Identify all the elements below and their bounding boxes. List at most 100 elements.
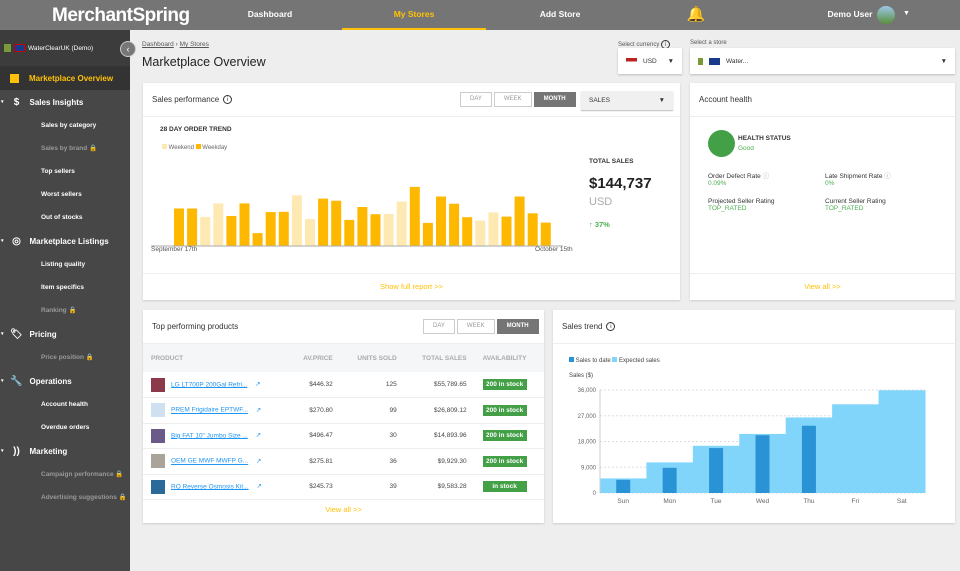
info-icon[interactable]: i [223,95,233,104]
sidebar-item[interactable]: Ranking 🔒 [0,299,130,322]
order-bar [239,203,250,246]
avatar[interactable] [877,6,895,24]
toggle-week[interactable]: WEEK [456,319,495,334]
external-link-icon[interactable]: ↗ [255,381,261,389]
toggle-day[interactable]: DAY [423,319,455,334]
order-bar [540,222,551,246]
nav-add-store[interactable]: Add Store [539,9,581,19]
sidebar-section[interactable]: ▾ ◎ Marketplace Listings [0,229,130,253]
order-bar [422,222,433,246]
external-link-icon[interactable]: ↗ [256,483,262,491]
sidebar-section[interactable]: ▾ $ Sales Insights [0,90,130,114]
sidebar-item[interactable]: Item specifics [0,276,130,299]
currency-select[interactable]: USD ▼ [618,48,682,74]
order-bar [357,207,368,246]
external-link-icon[interactable]: ↗ [255,406,262,414]
item-label: Overdue orders [41,424,90,431]
user-name[interactable]: Demo User [827,9,873,19]
total-sales: $55,789.65 [404,372,475,398]
toggle-month[interactable]: MONTH [496,319,539,334]
sidebar-section[interactable]: ▾ 🔧 Operations [0,369,130,393]
breadcrumb-dashboard[interactable]: Dashboard [142,41,174,48]
sidebar-item[interactable]: Worst sellers [0,183,130,206]
sidebar-item[interactable]: Out of stocks [0,206,130,229]
order-bar [200,216,211,246]
collapse-sidebar-button[interactable]: ‹ [120,41,136,57]
units-sold: 36 [340,448,405,475]
avg-price: $446.32 [288,372,341,398]
nav-my-stores[interactable]: My Stores [342,0,486,30]
sidebar-section[interactable]: ▾ 🏷 Pricing [0,322,130,346]
y-tick-label: 36,000 [578,388,597,394]
metric-label: Order Defect Rate [708,173,761,180]
total-sales: $9,929.30 [404,448,475,475]
sidebar-item[interactable]: Overdue orders [0,416,130,439]
metric-select[interactable]: SALES ▼ [581,91,673,110]
view-all-link[interactable]: View all >> [804,282,841,291]
sidebar-item[interactable]: Listing quality [0,253,130,276]
breadcrumb-my-stores[interactable]: My Stores [179,41,209,48]
nav-dashboard[interactable]: Dashboard [247,9,293,19]
product-link[interactable]: PREM Frigidaire EPTWF... [171,406,248,414]
sales-to-date-bar [801,425,816,493]
sidebar-item[interactable]: Price position 🔒 [0,346,130,369]
card-title: Top performing products [143,310,544,344]
order-bar [370,214,381,246]
order-bar [252,233,263,246]
metric: Current Seller Rating TOP_RATED [825,198,886,212]
show-full-report-link[interactable]: Show full report >> [380,282,443,291]
total-sales: $9,583.28 [404,474,475,500]
info-icon[interactable]: ⓘ [762,173,770,180]
uk-flag-icon [14,44,25,52]
tag-icon: 🏷 [10,328,23,340]
external-link-icon[interactable]: ↗ [255,432,262,440]
units-sold: 125 [340,372,405,398]
store-select[interactable]: Water... ▼ [690,48,955,74]
sidebar-item[interactable]: Advertising suggestions 🔒 [0,486,130,509]
store-selector[interactable]: WaterClearUK (Demo) [0,30,130,66]
metric-value: SALES [589,97,610,104]
caret-icon: ▾ [1,448,4,454]
info-icon[interactable]: ⓘ [884,173,891,180]
chart-title: 28 DAY ORDER TREND [160,126,232,133]
table-row: Big FAT 10" Jumbo Size ... ↗ $496.47 30 $14… [143,423,544,449]
product-link[interactable]: Big FAT 10" Jumbo Size ... [171,432,248,440]
order-bar [409,186,420,246]
metric-value: 0.09% [708,180,727,187]
sidebar-section[interactable]: ▾)) Marketing [0,439,130,463]
sidebar-item[interactable]: Top sellers [0,160,130,183]
view-all-link[interactable]: View all >> [325,505,362,514]
toggle-week[interactable]: WEEK [493,92,532,107]
sidebar-item[interactable]: Sales by category [0,114,130,137]
sidebar-item-marketplace-overview[interactable]: Marketplace Overview [0,66,130,90]
sidebar-item[interactable]: Sales by brand 🔒 [0,137,130,160]
product-link[interactable]: OEM GE MWF MWFP G... [171,457,249,465]
order-bar [462,217,473,246]
order-bar [383,213,394,246]
expected-sales-bar [832,404,880,493]
store-name: WaterClearUK (Demo) [28,44,94,52]
bell-icon[interactable]: 🔔 [686,6,706,23]
item-label: Campaign performance [41,471,114,478]
product-link[interactable]: RO Reverse Osmosis Kit... [171,483,249,491]
legend-expected-sales: Expected sales [619,358,660,364]
toggle-day[interactable]: DAY [460,92,492,107]
order-bar [174,208,184,246]
sidebar-item[interactable]: Campaign performance 🔒 [0,463,130,486]
product-thumbnail [151,428,165,443]
external-link-icon[interactable]: ↗ [255,457,262,465]
sidebar-item[interactable]: Account health [0,393,130,416]
product-link[interactable]: LG LT700P 200Gal Refri... [171,381,248,389]
avg-price: $270.80 [288,397,341,424]
legend-swatch-weekday [195,144,201,149]
logo[interactable]: MerchantSpring [52,5,190,26]
total-sales-value: $144,737 [589,175,652,192]
info-icon[interactable]: i [606,322,616,331]
metric: Order Defect Rate ⓘ 0.09% [708,170,769,187]
caret-icon: ▾ [1,378,4,384]
x-start-label: September 17th [151,246,198,253]
toggle-month[interactable]: MONTH [533,92,576,107]
chevron-down-icon[interactable]: ▼ [903,10,910,17]
card-title: Account health [690,83,955,117]
section-label: Marketing [29,446,68,456]
